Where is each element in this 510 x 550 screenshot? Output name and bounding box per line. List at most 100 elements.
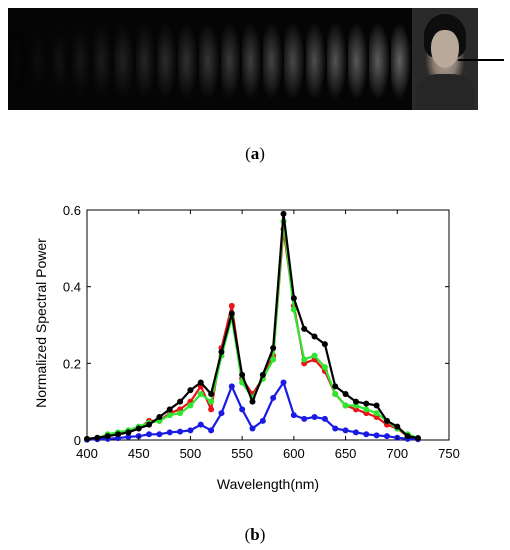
data-point bbox=[146, 421, 153, 428]
data-point bbox=[166, 429, 173, 436]
spectral-frame bbox=[390, 8, 412, 110]
data-point bbox=[187, 402, 194, 409]
data-point bbox=[208, 391, 215, 397]
spectral-frame bbox=[369, 8, 391, 110]
data-point bbox=[290, 412, 297, 419]
data-point bbox=[332, 383, 339, 390]
data-point bbox=[177, 410, 184, 417]
data-point bbox=[259, 371, 266, 378]
y-axis-label: Normalized Spectral Power bbox=[33, 238, 49, 408]
data-point bbox=[197, 379, 204, 386]
data-point bbox=[321, 341, 328, 348]
y-tick-label: 0.4 bbox=[63, 280, 81, 295]
caption-a-suffix: ) bbox=[259, 144, 265, 163]
data-point bbox=[352, 398, 359, 405]
data-point bbox=[218, 348, 225, 355]
data-point bbox=[373, 402, 380, 409]
data-point bbox=[373, 432, 380, 439]
spectral-frame bbox=[8, 8, 30, 110]
caption-b-suffix: ) bbox=[259, 525, 266, 544]
data-point bbox=[166, 406, 173, 413]
spectral-frame bbox=[263, 8, 285, 110]
spectral-frame bbox=[178, 8, 200, 110]
data-point bbox=[290, 306, 297, 313]
data-point bbox=[404, 433, 411, 440]
data-point bbox=[270, 345, 277, 351]
data-point bbox=[187, 427, 194, 434]
x-tick-label: 400 bbox=[76, 446, 98, 461]
spectral-frame bbox=[114, 8, 136, 110]
data-point bbox=[218, 410, 225, 417]
data-point bbox=[301, 415, 308, 422]
data-point bbox=[115, 431, 122, 438]
spectral-frame bbox=[50, 8, 72, 110]
data-point bbox=[146, 431, 153, 438]
spectral-frame bbox=[156, 8, 179, 110]
x-tick-label: 450 bbox=[128, 446, 150, 461]
data-point bbox=[332, 425, 339, 432]
spectral-frame bbox=[284, 8, 306, 110]
data-point bbox=[270, 394, 277, 401]
data-point bbox=[166, 412, 173, 419]
x-tick-label: 600 bbox=[283, 446, 305, 461]
y-tick-label: 0.2 bbox=[63, 356, 81, 371]
data-point bbox=[197, 391, 204, 397]
data-point bbox=[177, 428, 184, 435]
spectral-frame bbox=[71, 8, 94, 110]
data-point bbox=[156, 431, 163, 438]
data-point bbox=[177, 398, 184, 405]
data-point bbox=[342, 391, 349, 397]
data-point bbox=[249, 425, 256, 432]
data-point bbox=[342, 427, 349, 434]
data-point bbox=[270, 356, 277, 363]
data-point bbox=[104, 433, 111, 440]
x-tick-label: 500 bbox=[180, 446, 202, 461]
data-point bbox=[394, 423, 401, 430]
data-point bbox=[311, 333, 318, 340]
spectral-frame bbox=[326, 8, 349, 110]
data-point bbox=[321, 364, 328, 371]
spectral-frame bbox=[199, 8, 221, 110]
data-point bbox=[125, 433, 132, 440]
data-point bbox=[290, 295, 297, 302]
spectral-frame bbox=[305, 8, 327, 110]
data-point bbox=[239, 406, 246, 413]
data-point bbox=[135, 425, 142, 432]
x-axis: 400 450 500 550 600 650 700 750 bbox=[76, 210, 460, 461]
data-point bbox=[259, 417, 266, 424]
caption-a-prefix: ( bbox=[245, 144, 251, 163]
spectral-frame bbox=[241, 8, 264, 110]
x-tick-label: 700 bbox=[386, 446, 408, 461]
x-tick-label: 750 bbox=[438, 446, 460, 461]
data-point bbox=[352, 429, 359, 436]
x-tick-label: 650 bbox=[335, 446, 357, 461]
data-point bbox=[363, 431, 370, 438]
data-point bbox=[208, 406, 215, 413]
series-line bbox=[86, 220, 419, 441]
data-point bbox=[156, 414, 163, 420]
data-point bbox=[414, 435, 421, 442]
x-axis-label: Wavelength(nm) bbox=[217, 476, 319, 492]
spectral-frame bbox=[29, 8, 51, 110]
spectral-frame bbox=[135, 8, 157, 110]
y-axis: 0 0.2 0.4 0.6 bbox=[63, 203, 449, 448]
caption-b-prefix: ( bbox=[244, 525, 251, 544]
data-point bbox=[280, 210, 287, 217]
caption-b-label: b bbox=[250, 525, 260, 544]
data-point bbox=[311, 352, 318, 359]
data-point bbox=[383, 417, 390, 424]
data-point bbox=[228, 302, 235, 309]
data-point bbox=[239, 371, 246, 378]
caption-b: (b) bbox=[0, 525, 510, 545]
data-point bbox=[94, 434, 101, 441]
data-point bbox=[301, 325, 308, 332]
face-image-strip bbox=[8, 8, 478, 110]
caption-a-label: a bbox=[250, 144, 260, 163]
data-point bbox=[363, 400, 370, 407]
shoulders-shape bbox=[416, 74, 474, 110]
x-tick-label: 550 bbox=[231, 446, 253, 461]
pointer-line bbox=[458, 59, 504, 61]
plot-frame bbox=[86, 209, 450, 441]
spectral-frame bbox=[220, 8, 242, 110]
data-point bbox=[321, 415, 328, 422]
